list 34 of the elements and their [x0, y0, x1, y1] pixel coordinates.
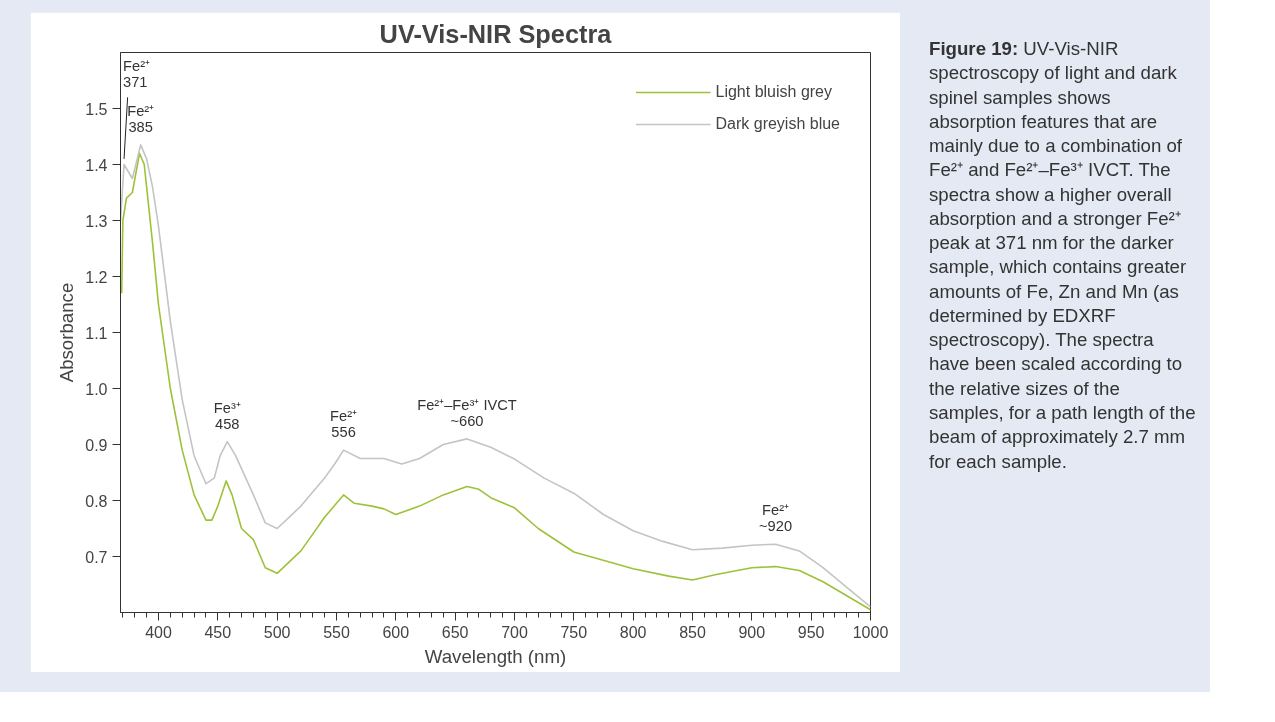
- annotation: Fe²⁺ 385: [127, 102, 155, 135]
- y-tick-label: 1.5: [85, 100, 108, 118]
- y-tick-label: 0.8: [85, 492, 108, 510]
- y-tick-label: 1.0: [85, 380, 108, 398]
- x-tick-label: 750: [560, 623, 588, 641]
- x-tick-label: 550: [323, 623, 350, 641]
- y-axis-title: Absorbance: [56, 282, 78, 383]
- annotation: Fe²⁺–Fe³⁺ IVCT ~660: [417, 396, 517, 429]
- annotation: Fe²⁺ 371: [123, 57, 151, 90]
- x-tick-label: 850: [679, 623, 706, 641]
- annotation: Fe³⁺ 458: [213, 399, 241, 432]
- y-tick-label: 0.7: [85, 548, 108, 566]
- x-tick-label: 650: [441, 623, 469, 641]
- chart-title: UV-Vis-NIR Spectra: [379, 19, 613, 48]
- x-axis-title: Wavelength (nm): [424, 645, 567, 667]
- x-tick-label: 950: [797, 623, 825, 641]
- x-tick-label: 700: [501, 623, 528, 641]
- y-tick-label: 1.1: [85, 324, 108, 342]
- x-tick-label: 1000: [852, 623, 889, 641]
- x-tick-label: 450: [204, 623, 232, 641]
- y-tick-label: 0.9: [85, 436, 108, 454]
- x-tick-label: 500: [263, 623, 291, 641]
- y-tick-label: 1.2: [85, 268, 108, 286]
- legend-label: Light bluish grey: [715, 83, 833, 101]
- annotation: Fe²⁺ ~920: [759, 502, 793, 535]
- text: Figure 19: UV-Vis-NIR spectroscopy of light and dark spinel samples shows absorption features that are mainly due to a combination of Fe²⁺ and Fe²⁺–Fe³⁺ IVCT. The spectra show a higher overall absorption and a stronger Fe²⁺ peak at 371 nm for the darker sample, which contains greater amounts of Fe, Zn and Mn (as determined by EDXRF spectroscopy). The spectra have been scaled according to the relative sizes of the samples, for a path length of the beam of approximately 2.7 mm for each sample.: [929, 38, 1196, 472]
- y-tick-label: 1.4: [85, 156, 108, 174]
- x-tick-label: 400: [145, 623, 172, 641]
- x-tick-label: 900: [738, 623, 766, 641]
- y-tick-label: 1.3: [85, 212, 108, 230]
- legend-label: Dark greyish blue: [715, 115, 840, 133]
- x-tick-label: 800: [619, 623, 647, 641]
- x-tick-label: 600: [382, 623, 410, 641]
- annotation: Fe²⁺ 556: [330, 408, 358, 441]
